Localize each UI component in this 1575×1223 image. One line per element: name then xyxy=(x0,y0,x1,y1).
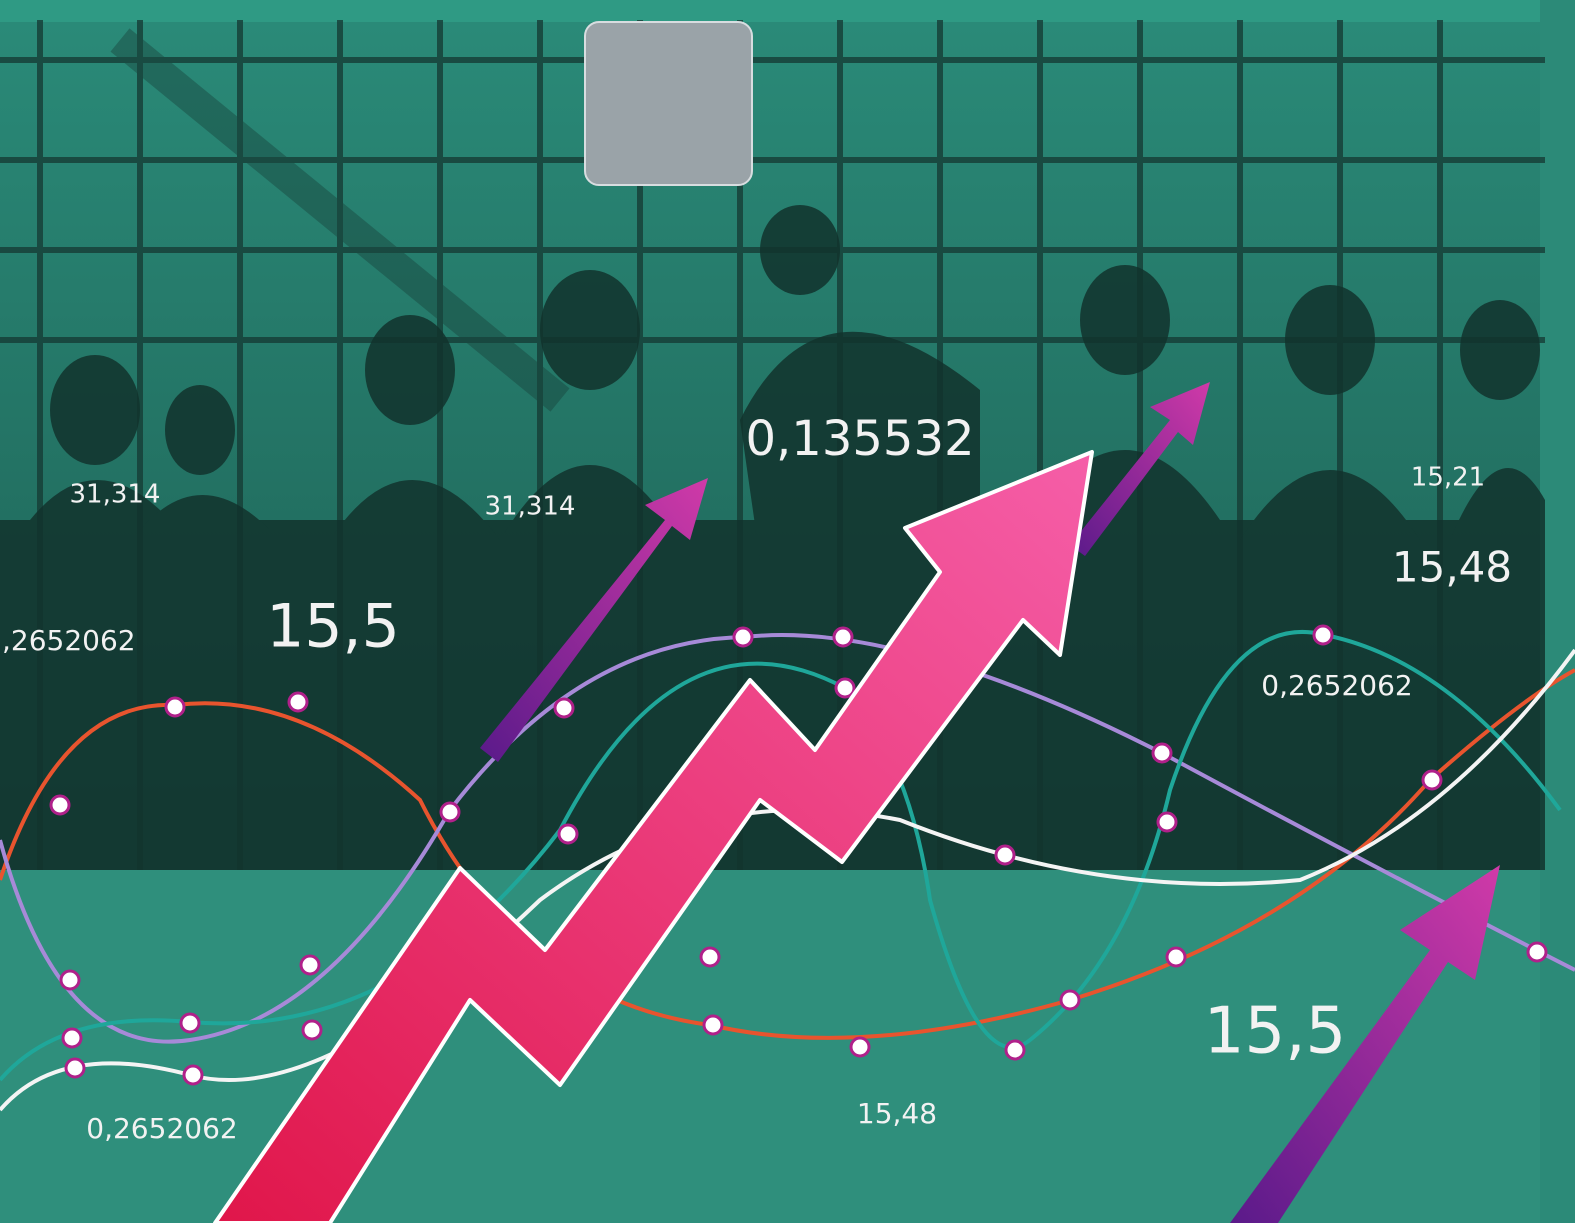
label: 15,5 xyxy=(1204,995,1347,1069)
right-edge xyxy=(1540,0,1575,1223)
label: 31,314 xyxy=(70,480,161,510)
label: 0,135532 xyxy=(745,411,974,467)
label: 15,21 xyxy=(1411,463,1485,493)
label: 15,48 xyxy=(857,1097,937,1130)
label: 0,2652062 xyxy=(86,1112,237,1145)
page: 31,314 31,314 0,135532 15,21 15,48 ,2652… xyxy=(0,0,1575,1223)
hologram-sticker xyxy=(585,22,752,185)
label: 31,314 xyxy=(485,492,576,522)
book-cover: 31,314 31,314 0,135532 15,21 15,48 ,2652… xyxy=(0,0,1575,1223)
label: 0,2652062 xyxy=(1261,669,1412,702)
label: 15,48 xyxy=(1392,543,1512,592)
top-band xyxy=(0,0,1575,22)
label: ,2652062 xyxy=(2,624,136,657)
label: 15,5 xyxy=(266,592,400,662)
